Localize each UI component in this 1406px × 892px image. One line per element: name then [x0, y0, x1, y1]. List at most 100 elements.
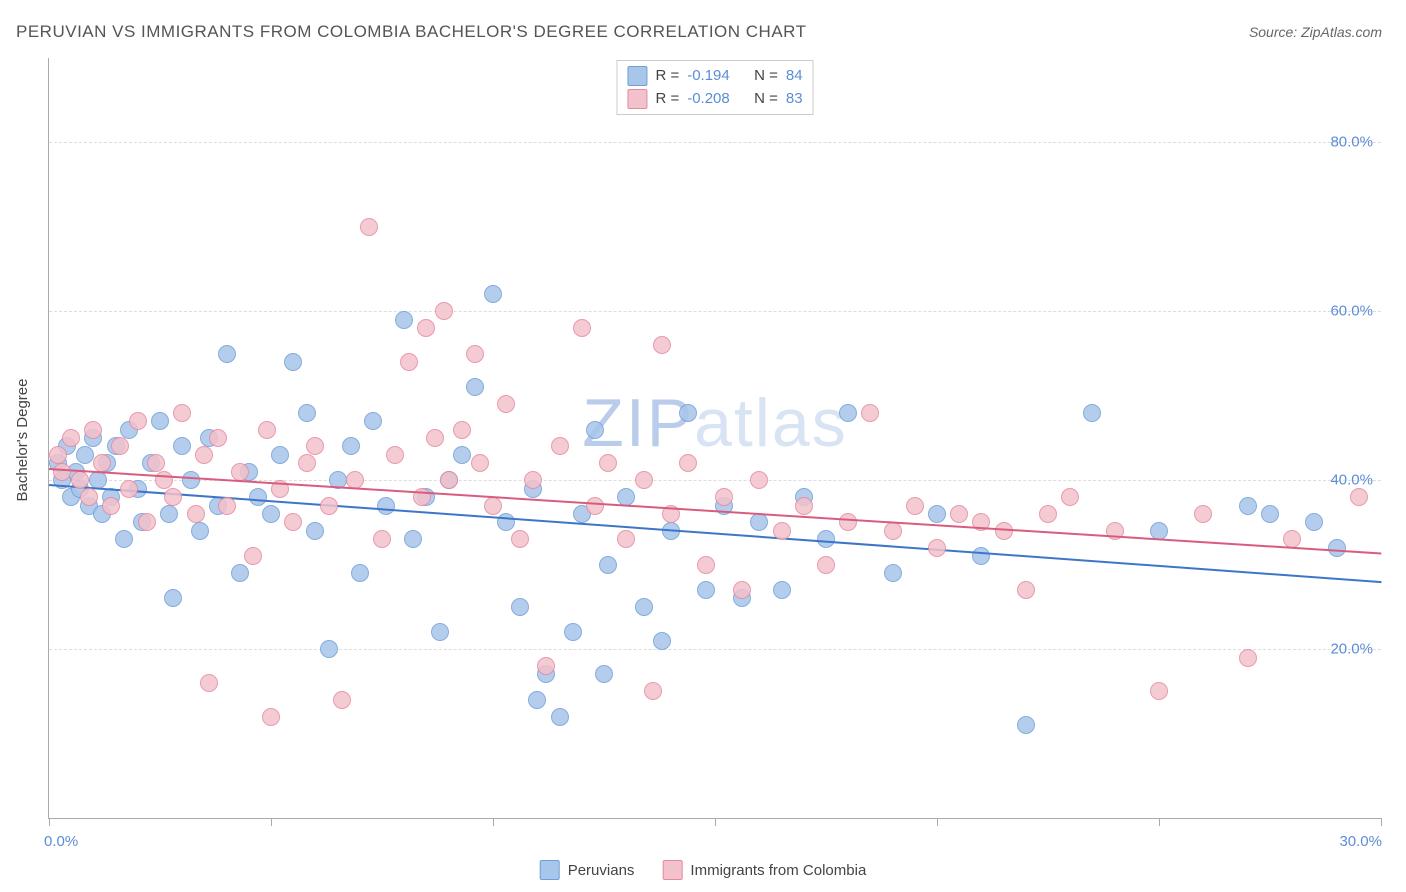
- scatter-point: [773, 522, 791, 540]
- scatter-point: [258, 421, 276, 439]
- scatter-point: [53, 463, 71, 481]
- scatter-point: [484, 285, 502, 303]
- scatter-point: [129, 412, 147, 430]
- scatter-point: [364, 412, 382, 430]
- scatter-point: [200, 674, 218, 692]
- x-min-label: 0.0%: [44, 833, 78, 850]
- scatter-point: [466, 345, 484, 363]
- y-tick-label: 20.0%: [1330, 641, 1373, 658]
- scatter-point: [333, 691, 351, 709]
- scatter-point: [586, 421, 604, 439]
- stat-value: 84: [786, 65, 803, 88]
- scatter-point: [342, 437, 360, 455]
- stat-label: N =: [754, 88, 778, 111]
- scatter-point: [426, 429, 444, 447]
- scatter-point: [231, 463, 249, 481]
- scatter-point: [298, 454, 316, 472]
- chart-legend: Peruvians Immigrants from Colombia: [540, 860, 867, 880]
- scatter-point: [635, 598, 653, 616]
- scatter-point: [839, 404, 857, 422]
- scatter-point: [231, 564, 249, 582]
- scatter-point: [484, 497, 502, 515]
- scatter-point: [147, 454, 165, 472]
- x-max-label: 30.0%: [1339, 833, 1382, 850]
- watermark: ZIPatlas: [582, 384, 847, 462]
- gridline: [49, 311, 1381, 312]
- scatter-point: [160, 505, 178, 523]
- scatter-point: [306, 522, 324, 540]
- scatter-point: [320, 640, 338, 658]
- scatter-point: [395, 311, 413, 329]
- scatter-point: [497, 395, 515, 413]
- stat-label: R =: [655, 88, 679, 111]
- scatter-point: [262, 505, 280, 523]
- scatter-point: [573, 319, 591, 337]
- scatter-point: [697, 581, 715, 599]
- scatter-point: [653, 336, 671, 354]
- scatter-point: [750, 513, 768, 531]
- scatter-point: [950, 505, 968, 523]
- scatter-point: [1350, 488, 1368, 506]
- scatter-point: [861, 404, 879, 422]
- scatter-point: [102, 497, 120, 515]
- scatter-point: [644, 682, 662, 700]
- scatter-point: [679, 454, 697, 472]
- x-tick: [271, 818, 272, 826]
- correlation-stats-box: R = -0.194 N = 84 R = -0.208 N = 83: [616, 60, 813, 115]
- scatter-point: [76, 446, 94, 464]
- series-swatch-icon: [627, 66, 647, 86]
- x-tick: [493, 818, 494, 826]
- scatter-point: [795, 497, 813, 515]
- scatter-point: [173, 404, 191, 422]
- scatter-point: [466, 378, 484, 396]
- scatter-point: [679, 404, 697, 422]
- scatter-point: [404, 530, 422, 548]
- stat-label: N =: [754, 65, 778, 88]
- scatter-point: [271, 446, 289, 464]
- scatter-point: [1017, 716, 1035, 734]
- series-swatch-icon: [627, 89, 647, 109]
- scatter-point: [697, 556, 715, 574]
- scatter-point: [599, 556, 617, 574]
- scatter-point: [733, 581, 751, 599]
- y-tick-label: 60.0%: [1330, 303, 1373, 320]
- scatter-point: [1061, 488, 1079, 506]
- scatter-point: [564, 623, 582, 641]
- x-tick: [49, 818, 50, 826]
- scatter-point: [386, 446, 404, 464]
- plot-area: ZIPatlas R = -0.194 N = 84 R = -0.208 N …: [48, 58, 1381, 819]
- scatter-point: [306, 437, 324, 455]
- scatter-point: [138, 513, 156, 531]
- scatter-point: [49, 446, 67, 464]
- scatter-point: [284, 513, 302, 531]
- scatter-point: [528, 691, 546, 709]
- y-tick-label: 40.0%: [1330, 472, 1373, 489]
- scatter-point: [182, 471, 200, 489]
- scatter-point: [1305, 513, 1323, 531]
- legend-label: Immigrants from Colombia: [690, 862, 866, 879]
- scatter-point: [195, 446, 213, 464]
- scatter-point: [928, 505, 946, 523]
- scatter-point: [1261, 505, 1279, 523]
- scatter-point: [80, 488, 98, 506]
- stats-row: R = -0.208 N = 83: [627, 88, 802, 111]
- scatter-point: [431, 623, 449, 641]
- series-swatch-icon: [540, 860, 560, 880]
- scatter-point: [928, 539, 946, 557]
- stat-label: R =: [655, 65, 679, 88]
- scatter-point: [115, 530, 133, 548]
- scatter-point: [298, 404, 316, 422]
- scatter-point: [262, 708, 280, 726]
- scatter-point: [586, 497, 604, 515]
- x-tick: [1381, 818, 1382, 826]
- scatter-point: [1328, 539, 1346, 557]
- scatter-point: [817, 556, 835, 574]
- stat-value: -0.194: [687, 65, 730, 88]
- scatter-point: [1239, 649, 1257, 667]
- scatter-point: [1194, 505, 1212, 523]
- scatter-point: [360, 218, 378, 236]
- scatter-point: [1239, 497, 1257, 515]
- scatter-point: [187, 505, 205, 523]
- chart-title: PERUVIAN VS IMMIGRANTS FROM COLOMBIA BAC…: [16, 22, 807, 42]
- scatter-point: [471, 454, 489, 472]
